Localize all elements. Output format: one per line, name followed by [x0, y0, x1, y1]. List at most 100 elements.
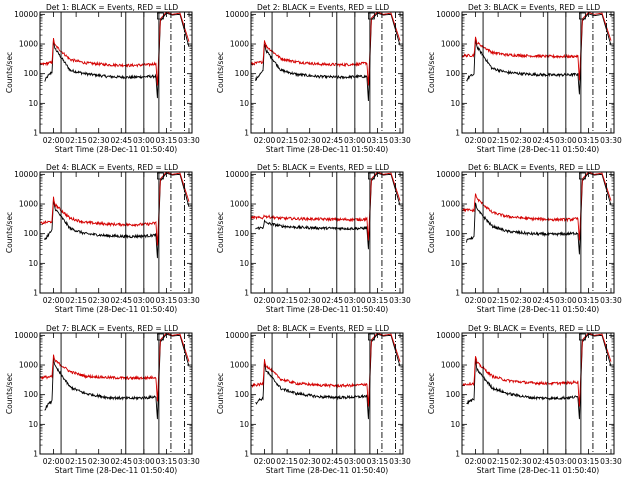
panel-title: Det 3: BLACK = Events, RED = LLD — [468, 3, 600, 12]
x-axis-label: Start Time (28-Dec-11 01:50:40) — [477, 145, 599, 154]
series-line-lld — [251, 172, 401, 241]
x-tick-label: 03:00 — [344, 457, 366, 466]
series-group — [251, 172, 401, 250]
y-axis-label: Counts/sec — [5, 52, 14, 93]
x-tick-label: 03:15 — [156, 296, 178, 305]
x-axis-label: Start Time (28-Dec-11 01:50:40) — [55, 466, 177, 475]
x-tick-label: 03:15 — [578, 457, 600, 466]
x-tick-label: 03:00 — [133, 296, 155, 305]
x-tick-label: 02:30 — [510, 457, 532, 466]
x-tick-label: 03:30 — [600, 457, 622, 466]
y-tick-label: 1 — [244, 129, 249, 138]
y-tick-label: 1000 — [19, 200, 38, 209]
panel-title: Det 2: BLACK = Events, RED = LLD — [257, 3, 389, 12]
x-tick-label: 02:15 — [487, 457, 509, 466]
x-tick-label: 03:00 — [133, 136, 155, 145]
x-tick-label: 02:00 — [254, 296, 276, 305]
x-axis-label: Start Time (28-Dec-11 01:50:40) — [266, 305, 388, 314]
y-tick-label: 10000 — [436, 10, 460, 19]
series-line-lld — [40, 333, 190, 402]
x-tick-label: 02:15 — [276, 296, 298, 305]
y-tick-label: 1 — [455, 129, 460, 138]
y-axis-label: Counts/sec — [427, 52, 436, 93]
y-tick-label: 10 — [450, 99, 460, 108]
y-tick-label: 1000 — [441, 361, 460, 370]
y-tick-label: 10 — [28, 259, 38, 268]
y-tick-label: 1 — [33, 289, 38, 298]
x-axis-label: Start Time (28-Dec-11 01:50:40) — [266, 466, 388, 475]
x-tick-label: 02:30 — [299, 296, 321, 305]
x-tick-label: 02:00 — [43, 136, 65, 145]
x-tick-label: 02:00 — [254, 457, 276, 466]
x-tick-label: 03:15 — [578, 296, 600, 305]
x-tick-label: 03:15 — [367, 296, 389, 305]
panel-det-9: Det 9: BLACK = Events, RED = LLD 1 10 100 10… — [427, 324, 622, 475]
series-line-events — [44, 333, 190, 420]
x-tick-label: 02:30 — [510, 136, 532, 145]
plot-frame — [461, 11, 615, 134]
y-axis-label: Counts/sec — [5, 212, 14, 253]
y-tick-label: 1000 — [19, 361, 38, 370]
y-axis-label: Counts/sec — [216, 52, 225, 93]
y-tick-label: 100 — [24, 390, 39, 399]
series-group — [251, 333, 401, 420]
x-tick-label: 02:45 — [110, 457, 132, 466]
x-tick-label: 02:00 — [465, 136, 487, 145]
x-axis-label: Start Time (28-Dec-11 01:50:40) — [55, 305, 177, 314]
x-tick-label: 02:30 — [299, 136, 321, 145]
flag-box — [367, 333, 375, 341]
panel-title: Det 9: BLACK = Events, RED = LLD — [468, 324, 600, 333]
y-tick-label: 10 — [239, 99, 249, 108]
x-tick-label: 03:00 — [555, 136, 577, 145]
series-line-events — [255, 172, 401, 250]
y-tick-label: 10000 — [14, 170, 38, 179]
panel-title: Det 5: BLACK = Events, RED = LLD — [257, 163, 389, 172]
y-tick-label: 100 — [235, 390, 250, 399]
y-tick-label: 10000 — [14, 331, 38, 340]
plot-frame — [461, 332, 615, 455]
series-group — [40, 12, 190, 99]
y-tick-label: 1 — [455, 289, 460, 298]
y-tick-label: 100 — [235, 229, 250, 238]
y-axis-label: Counts/sec — [216, 373, 225, 414]
flag-box — [578, 333, 586, 341]
y-tick-label: 100 — [24, 69, 39, 78]
y-tick-label: 100 — [446, 229, 461, 238]
x-tick-label: 02:15 — [276, 457, 298, 466]
y-tick-label: 10 — [450, 420, 460, 429]
panel-det-5: Det 5: BLACK = Events, RED = LLD 1 10 100 10… — [216, 163, 411, 314]
x-tick-label: 03:00 — [344, 136, 366, 145]
x-tick-label: 03:30 — [389, 457, 411, 466]
x-tick-label: 02:00 — [465, 296, 487, 305]
y-tick-label: 1000 — [230, 40, 249, 49]
x-tick-label: 02:45 — [532, 457, 554, 466]
x-tick-label: 02:15 — [65, 136, 87, 145]
flag-box — [578, 172, 586, 180]
plot-frame — [39, 332, 193, 455]
x-tick-label: 03:30 — [600, 296, 622, 305]
y-axis-label: Counts/sec — [427, 373, 436, 414]
x-tick-label: 03:15 — [367, 136, 389, 145]
x-axis-label: Start Time (28-Dec-11 01:50:40) — [55, 145, 177, 154]
x-axis-label: Start Time (28-Dec-11 01:50:40) — [477, 305, 599, 314]
series-line-lld — [462, 12, 612, 81]
x-tick-label: 02:00 — [465, 457, 487, 466]
series-line-events — [466, 333, 612, 420]
x-tick-label: 02:00 — [43, 296, 65, 305]
x-tick-label: 03:00 — [555, 457, 577, 466]
series-line-lld — [251, 333, 401, 407]
y-axis-label: Counts/sec — [216, 212, 225, 253]
y-tick-label: 100 — [24, 229, 39, 238]
y-tick-label: 1000 — [441, 40, 460, 49]
y-tick-label: 1 — [33, 129, 38, 138]
y-tick-label: 10 — [239, 420, 249, 429]
y-tick-label: 10000 — [436, 170, 460, 179]
x-tick-label: 02:15 — [487, 296, 509, 305]
panel-title: Det 8: BLACK = Events, RED = LLD — [257, 324, 389, 333]
series-line-lld — [462, 172, 612, 241]
series-line-events — [255, 12, 401, 102]
panel-det-2: Det 2: BLACK = Events, RED = LLD 1 10 100 10… — [216, 3, 411, 154]
x-tick-label: 02:15 — [487, 136, 509, 145]
x-tick-label: 02:45 — [532, 136, 554, 145]
series-group — [40, 172, 190, 259]
